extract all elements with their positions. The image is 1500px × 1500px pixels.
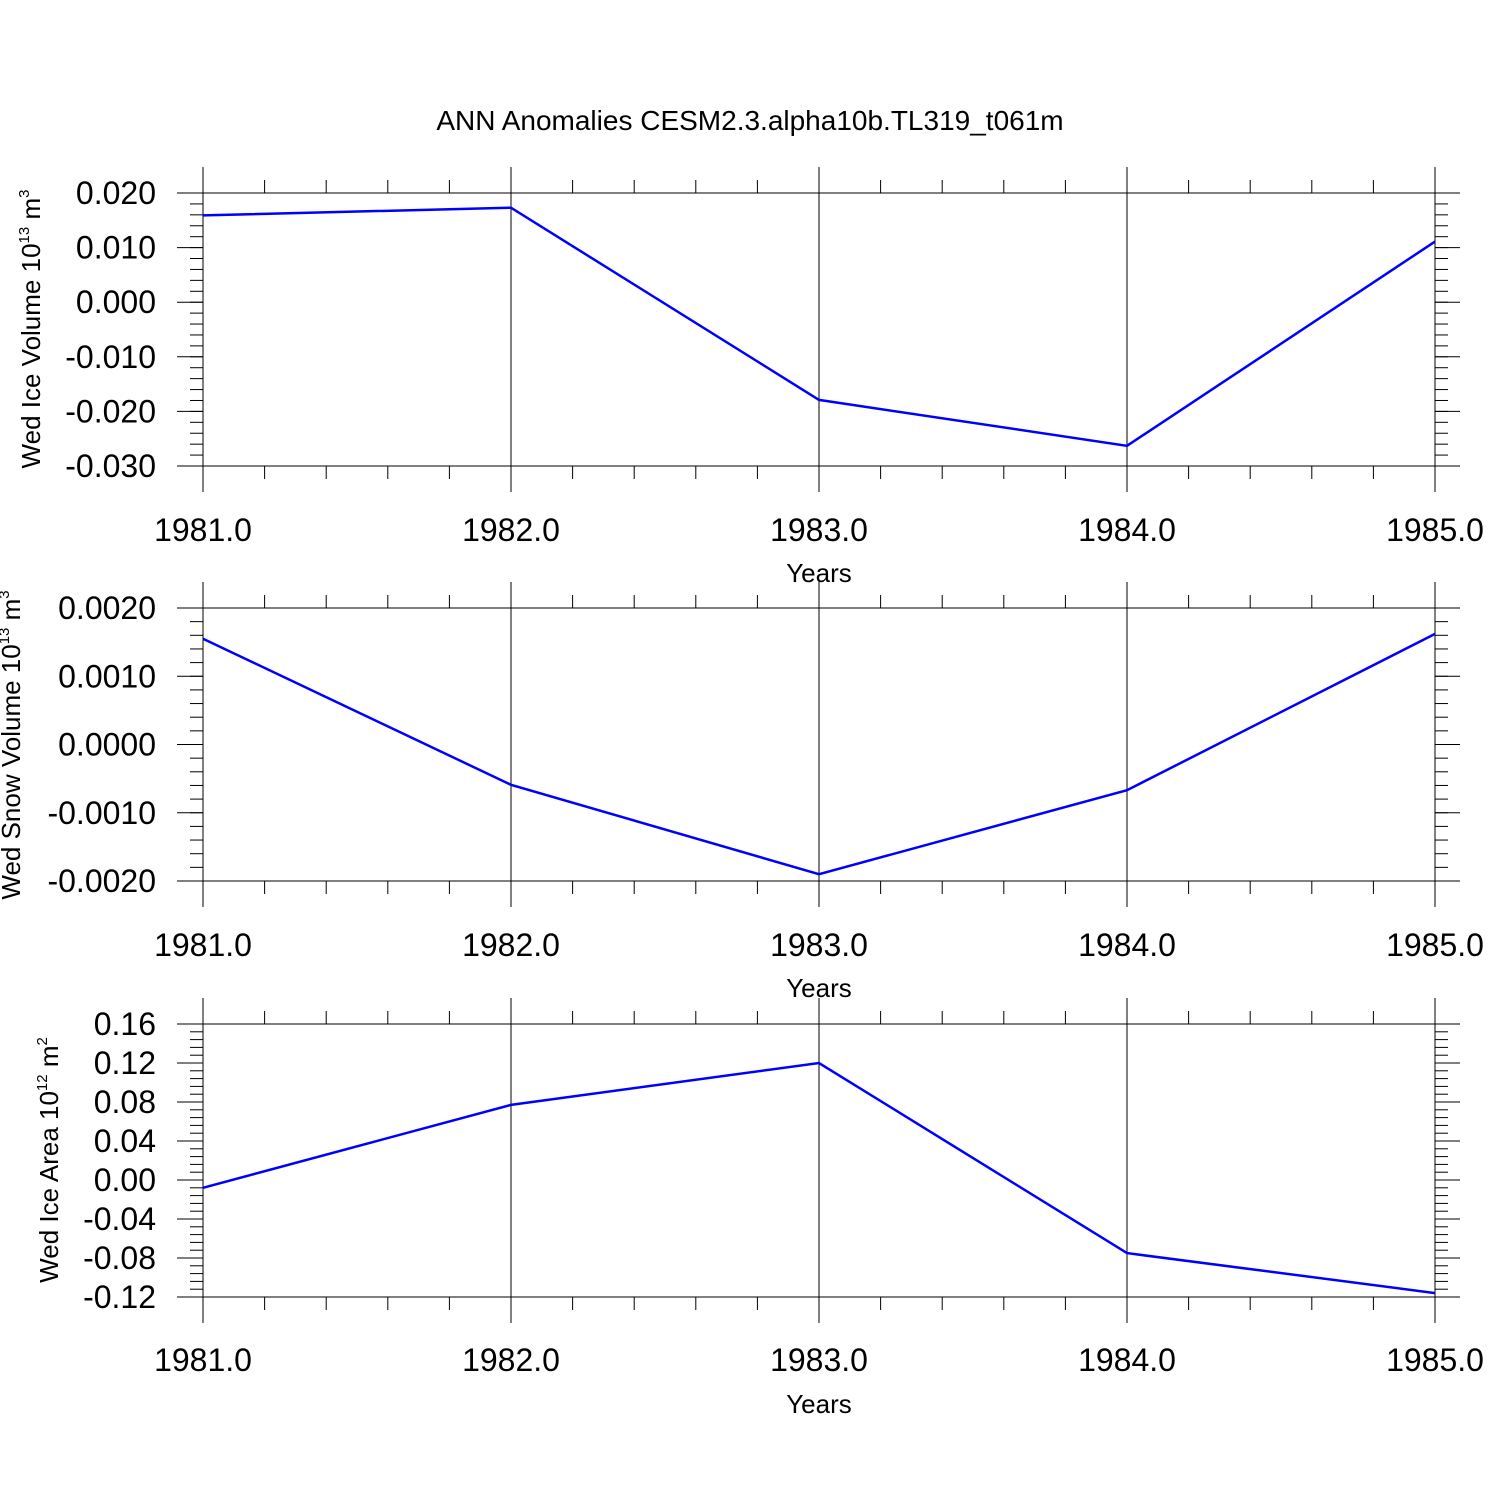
- y-tick-label: 0.0010: [58, 658, 156, 694]
- x-tick-label: 1981.0: [154, 1342, 252, 1378]
- x-tick-label: 1982.0: [462, 512, 560, 548]
- y-axis-label: Wed Ice Area 1012 m2: [34, 1037, 64, 1283]
- x-tick-label: 1982.0: [462, 1342, 560, 1378]
- y-tick-label: -0.030: [65, 448, 156, 484]
- x-tick-label: 1983.0: [770, 1342, 868, 1378]
- x-tick-label: 1984.0: [1078, 927, 1176, 963]
- y-tick-label: 0.04: [94, 1123, 156, 1159]
- y-tick-label: -0.04: [83, 1201, 156, 1237]
- panel-1: 1981.0 1982.0 1983.0 1984.0 1985.0 0.020 0.010…: [16, 167, 1484, 588]
- x-tick-label: 1982.0: [462, 927, 560, 963]
- x-tick-label: 1981.0: [154, 927, 252, 963]
- y-tick-label: 0.08: [94, 1084, 156, 1120]
- series-line: [202, 632, 1436, 876]
- x-tick-label: 1984.0: [1078, 1342, 1176, 1378]
- y-tick-label: 0.020: [76, 175, 156, 211]
- y-tick-label: 0.00: [94, 1162, 156, 1198]
- y-tick-label: 0.010: [76, 230, 156, 266]
- y-tick-label: 0.16: [94, 1006, 156, 1042]
- y-tick-label: 0.000: [76, 284, 156, 320]
- y-tick-label: -0.020: [65, 393, 156, 429]
- y-tick-label: -0.0010: [47, 795, 156, 831]
- x-tick-label: 1985.0: [1386, 1342, 1484, 1378]
- series-line: [202, 1061, 1436, 1295]
- y-tick-label: -0.0020: [47, 863, 156, 899]
- y-tick-label: 0.0000: [58, 727, 156, 763]
- y-tick-label: 0.12: [94, 1045, 156, 1081]
- panel-3: 1981.0 1982.0 1983.0 1984.0 1985.00.160.120.…: [34, 998, 1484, 1419]
- x-axis-label: Years: [786, 1389, 852, 1419]
- y-tick-label: -0.010: [65, 339, 156, 375]
- y-tick-label: -0.08: [83, 1240, 156, 1276]
- x-tick-label: 1981.0: [154, 512, 252, 548]
- series-line: [202, 206, 1436, 448]
- y-axis-label: Wed Snow Volume 1013 m3: [0, 590, 26, 899]
- x-tick-label: 1985.0: [1386, 512, 1484, 548]
- y-tick-label: -0.12: [83, 1279, 156, 1315]
- y-axis-label: Wed Ice Volume 1013 m3: [16, 190, 46, 469]
- chart-title: ANN Anomalies CESM2.3.alpha10b.TL319_t06…: [436, 105, 1063, 136]
- x-tick-label: 1983.0: [770, 927, 868, 963]
- x-tick-label: 1985.0: [1386, 927, 1484, 963]
- x-tick-label: 1983.0: [770, 512, 868, 548]
- y-tick-label: 0.0020: [58, 590, 156, 626]
- panels: 1981.0 1982.0 1983.0 1984.0 1985.0 0.020 0.010…: [0, 167, 1484, 1419]
- x-tick-label: 1984.0: [1078, 512, 1176, 548]
- panel-2: 1981.0 1982.0 1983.0 1984.0 1985.0 0.0020 0.00…: [0, 582, 1484, 1003]
